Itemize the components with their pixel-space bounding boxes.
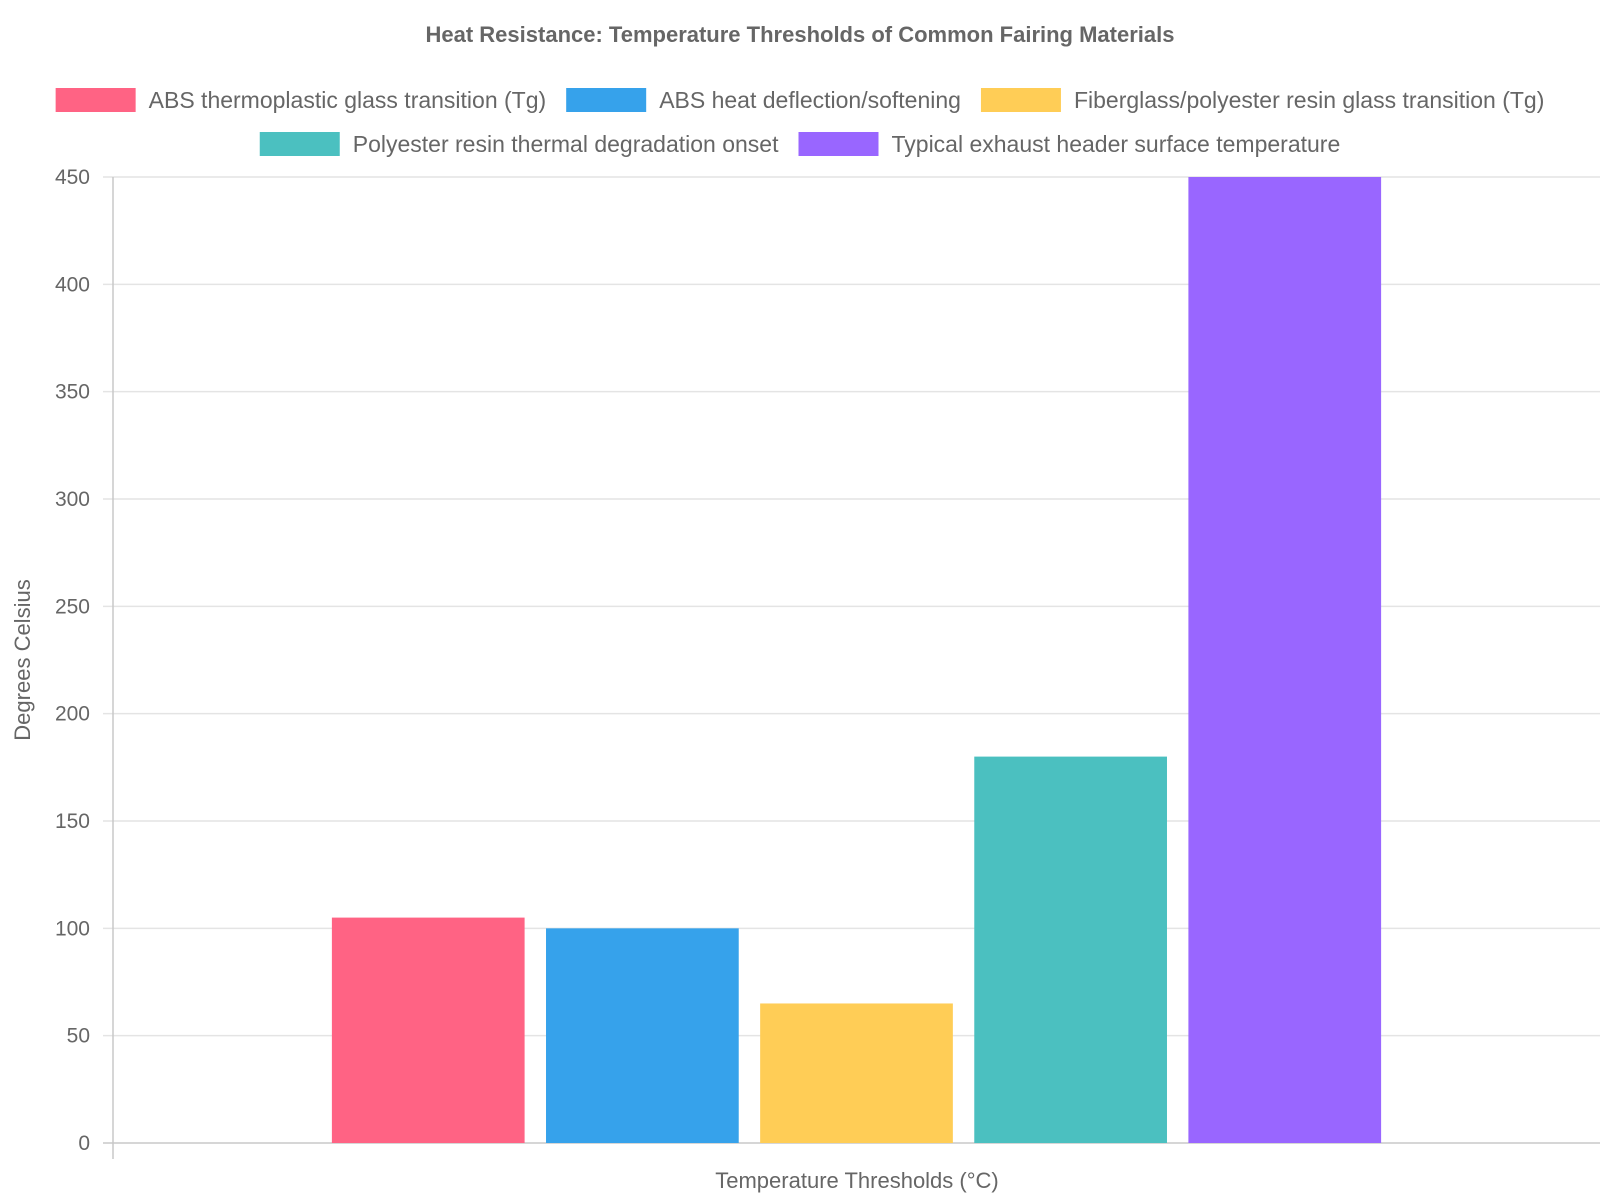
legend-swatch[interactable] [980, 88, 1061, 112]
bar[interactable] [760, 1003, 953, 1143]
bar[interactable] [331, 917, 525, 1143]
y-tick-label: 300 [55, 488, 90, 511]
bar[interactable] [1188, 177, 1382, 1143]
y-tick-label: 50 [67, 1025, 90, 1048]
y-tick-label: 150 [55, 810, 90, 833]
legend-swatch[interactable] [798, 132, 879, 156]
legend-swatch[interactable] [566, 88, 647, 112]
legend-label[interactable]: ABS thermoplastic glass transition (Tg) [149, 87, 547, 113]
legend-label[interactable]: Fiberglass/polyester resin glass transit… [1074, 87, 1544, 113]
y-axis-title: Degrees Celsius [10, 579, 35, 740]
legend-label[interactable]: Polyester resin thermal degradation onse… [353, 131, 779, 157]
y-tick-label: 0 [78, 1132, 90, 1155]
legend-swatch[interactable] [55, 88, 136, 112]
y-tick-label: 350 [55, 381, 90, 404]
bars [331, 177, 1382, 1143]
legend-label[interactable]: Typical exhaust header surface temperatu… [892, 131, 1341, 157]
legend-swatch[interactable] [259, 132, 340, 156]
y-tick-label: 250 [55, 595, 90, 618]
bar[interactable] [546, 928, 739, 1143]
bar[interactable] [974, 756, 1167, 1143]
y-tick-label: 400 [55, 273, 90, 296]
chart-title: Heat Resistance: Temperature Thresholds … [426, 22, 1175, 47]
legend-label[interactable]: ABS heat deflection/softening [659, 87, 961, 113]
x-axis-title: Temperature Thresholds (°C) [715, 1168, 999, 1193]
y-tick-label: 200 [55, 703, 90, 726]
y-tick-label: 450 [55, 166, 90, 189]
axes: 0 50 100 150 200 250 300 350 400 450 [55, 166, 114, 1159]
legend: ABS thermoplastic glass transition (Tg) A… [55, 87, 1544, 157]
y-tick-label: 100 [55, 917, 90, 940]
